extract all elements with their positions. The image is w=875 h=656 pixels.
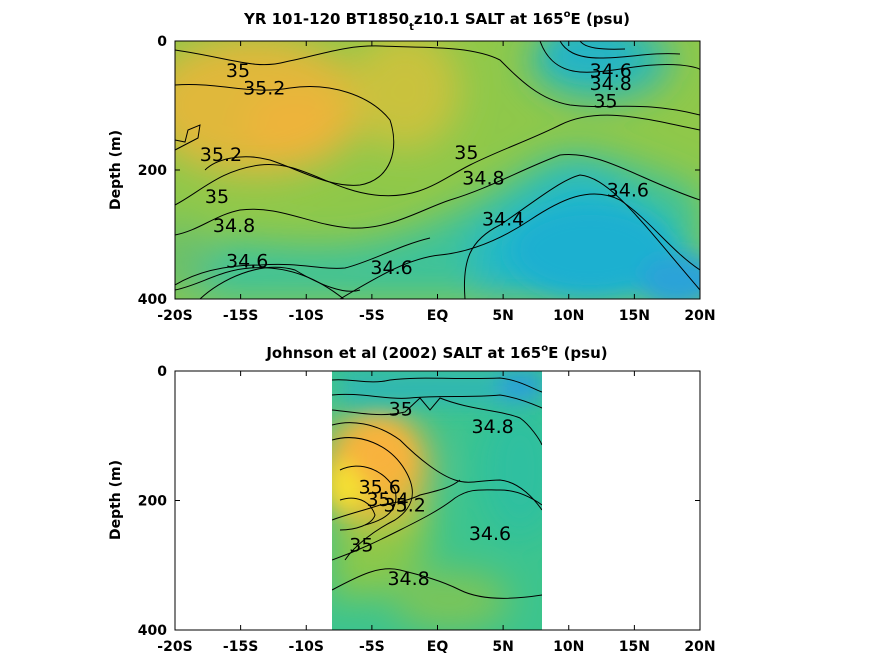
- title-part-main: YR 101-120 BT1850: [243, 10, 409, 28]
- x-tick-label: 15N: [619, 308, 650, 324]
- contour-lines: [332, 377, 542, 599]
- title-part-degree: o: [564, 9, 571, 20]
- panel-model: YR 101-120 BT1850tz10.1 SALT at 165oE (p…: [108, 9, 716, 324]
- x-tick-label: -20S: [157, 308, 192, 324]
- axis-ticks: -20S -15S -10S -5S EQ 5N 10N 15N 20N 0 200 400: [138, 364, 716, 655]
- x-tick-label: 10N: [553, 308, 584, 324]
- contour-label: 35: [593, 90, 617, 112]
- x-tick-label: -10S: [289, 308, 324, 324]
- contour-label: 34.8: [471, 416, 513, 438]
- axis-ticks: -20S -15S -10S -5S EQ 5N 10N 15N 20N 0 200 400: [138, 34, 716, 324]
- panel-observations-title: Johnson et al (2002) SALT at 165oE (psu): [265, 343, 607, 362]
- x-tick-label: 5N: [492, 308, 513, 324]
- x-tick-label: -15S: [223, 639, 258, 655]
- contour-label: 34.6: [370, 257, 412, 279]
- contour-label: 35.2: [384, 494, 426, 516]
- contour-label: 34.8: [590, 73, 632, 95]
- x-tick-label: 15N: [619, 639, 650, 655]
- x-tick-label: 5N: [492, 639, 513, 655]
- x-tick-label: EQ: [427, 308, 449, 324]
- contour-label: 34.6: [607, 179, 649, 201]
- y-tick-label: 400: [138, 623, 167, 639]
- contour-label: 35.4: [366, 489, 408, 511]
- y-tick-label: 0: [157, 364, 167, 380]
- contour-label: 35.2: [243, 77, 285, 99]
- y-tick-label: 200: [138, 494, 167, 510]
- contour-labels: 35 34.8 35.635.435.2 35 34.6 34.8: [349, 399, 514, 591]
- x-tick-label: -15S: [223, 308, 258, 324]
- title-part-sub: t: [409, 22, 414, 33]
- contour-label: 35.6: [359, 476, 401, 498]
- salinity-field: 35 34.8 35.635.435.2 35 34.6 34.8: [332, 371, 542, 630]
- contour-label: 35.2: [200, 144, 242, 166]
- contour-label: 34.8: [213, 215, 255, 237]
- contour-label: 34.6: [469, 523, 511, 545]
- x-tick-label: EQ: [427, 639, 449, 655]
- title-part-end: E (psu): [548, 344, 608, 362]
- contour-label: 35: [389, 399, 413, 421]
- contour-label: 34.8: [387, 568, 429, 590]
- x-tick-label: 20N: [684, 308, 715, 324]
- title-part-rest: z10.1 SALT at 165: [414, 10, 564, 28]
- y-tick-label: 400: [138, 292, 167, 308]
- panel-model-title: YR 101-120 BT1850tz10.1 SALT at 165oE (p…: [243, 9, 630, 33]
- panel-observations: Johnson et al (2002) SALT at 165oE (psu): [108, 343, 716, 655]
- contour-label: 35: [226, 60, 250, 82]
- contour-label: 34.8: [462, 168, 504, 190]
- x-tick-label: 20N: [684, 639, 715, 655]
- x-tick-label: -5S: [359, 639, 385, 655]
- contour-label: 35: [205, 186, 229, 208]
- x-tick-label: -20S: [157, 639, 192, 655]
- x-tick-label: -10S: [289, 639, 324, 655]
- contour-label: 34.4: [482, 208, 524, 230]
- y-axis-label: Depth (m): [108, 130, 124, 210]
- contour-label: 35: [454, 142, 478, 164]
- y-tick-label: 0: [157, 34, 167, 50]
- contour-label: 35: [349, 535, 373, 557]
- contour-label: 34.6: [226, 250, 268, 272]
- x-tick-label: -5S: [359, 308, 385, 324]
- title-part-end: E (psu): [570, 10, 630, 28]
- y-tick-label: 200: [138, 163, 167, 179]
- x-tick-label: 10N: [553, 639, 584, 655]
- title-part-degree: o: [541, 343, 548, 354]
- y-axis-label: Depth (m): [108, 460, 124, 540]
- contour-label: 34.6: [590, 60, 632, 82]
- contour-lines: [175, 41, 700, 299]
- title-part-main: Johnson et al (2002) SALT at 165: [265, 344, 541, 362]
